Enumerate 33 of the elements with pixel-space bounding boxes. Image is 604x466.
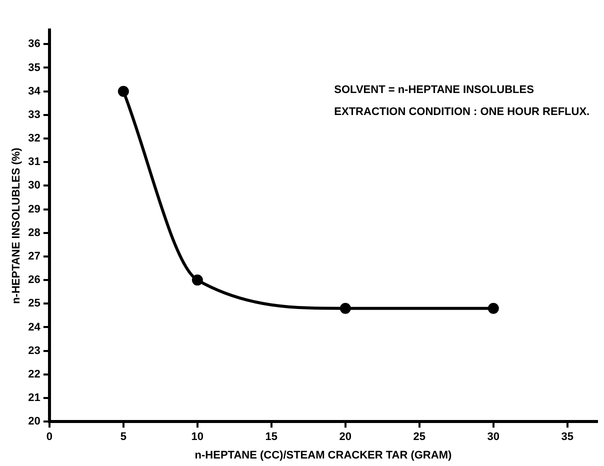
point bbox=[118, 86, 129, 97]
x-tick-label: 25 bbox=[413, 431, 426, 444]
x-tick-label: 20 bbox=[339, 431, 352, 444]
y-tick-label: 33 bbox=[28, 108, 40, 121]
y-tick-label: 22 bbox=[28, 368, 40, 380]
point bbox=[340, 302, 351, 314]
y-tick-label: 32 bbox=[28, 132, 40, 145]
y-tick-label: 36 bbox=[28, 38, 40, 50]
y-axis-title: n-HEPTANE INSOLUBLES (%) bbox=[10, 147, 23, 304]
point bbox=[192, 274, 203, 286]
y-tick-label: 26 bbox=[28, 274, 40, 286]
y-tick-label: 25 bbox=[28, 298, 40, 310]
y-tick-label: 35 bbox=[28, 62, 40, 74]
y-tick-label: 20 bbox=[28, 416, 40, 428]
y-tick-label: 31 bbox=[28, 156, 40, 168]
y-tick-label: 28 bbox=[28, 226, 40, 239]
x-tick-label: 0 bbox=[46, 431, 52, 444]
y-tick-label: 24 bbox=[28, 321, 42, 334]
y-tick-label: 29 bbox=[28, 203, 40, 216]
x-tick-label: 35 bbox=[561, 431, 574, 444]
annotation: SOLVENT = n-HEPTANE INSOLUBLES bbox=[334, 84, 534, 96]
x-tick-label: 30 bbox=[487, 431, 500, 444]
x-tick-label: 15 bbox=[265, 431, 278, 444]
y-tick-label: 23 bbox=[28, 344, 40, 357]
annotation: EXTRACTION CONDITION : ONE HOUR REFLUX. bbox=[334, 106, 590, 118]
y-tick-label: 34 bbox=[28, 85, 42, 98]
x-tick-label: 5 bbox=[120, 431, 126, 444]
y-tick-label: 30 bbox=[28, 180, 40, 192]
x-axis-title: n-HEPTANE (CC)/STEAM CRACKER TAR (GRAM) bbox=[194, 449, 452, 462]
y-tick-label: 21 bbox=[28, 392, 40, 404]
y-tick-label: 27 bbox=[28, 250, 40, 262]
x-tick-label: 10 bbox=[191, 431, 204, 444]
point bbox=[488, 302, 499, 314]
